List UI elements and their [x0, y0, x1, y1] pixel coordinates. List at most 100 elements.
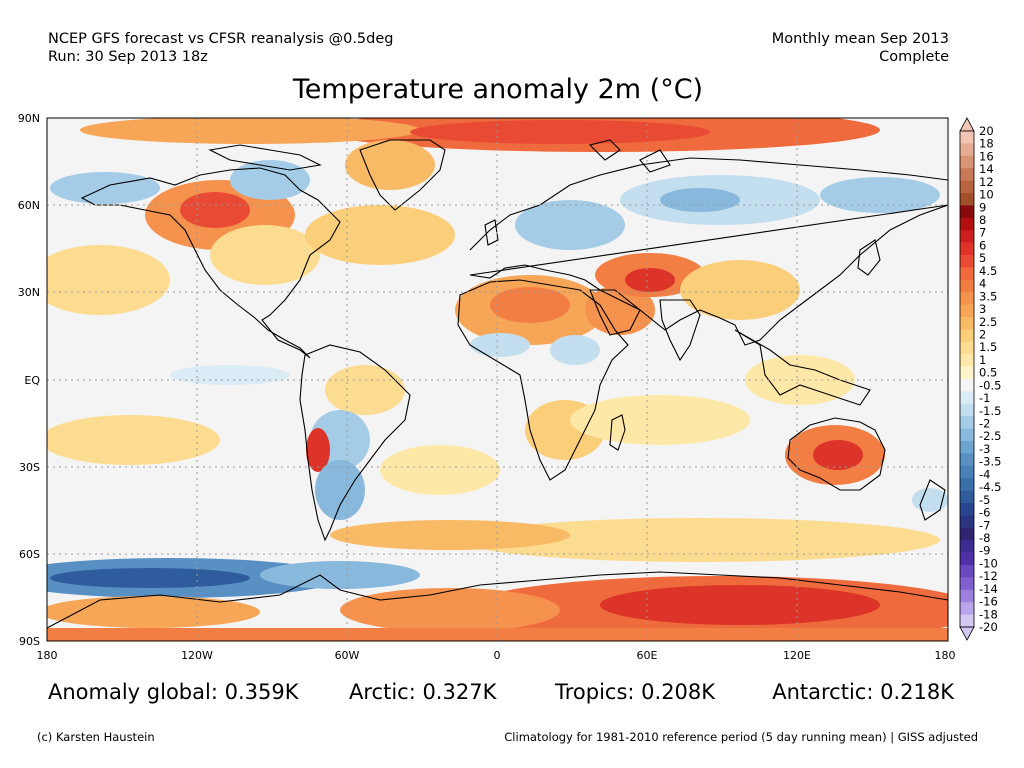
colorbar-swatch [960, 366, 974, 380]
coast-southeast-asia [734, 329, 871, 406]
anomaly-south-atlantic-warm-band [330, 520, 570, 550]
colorbar-swatch [960, 552, 974, 566]
coast-new-zealand [919, 479, 946, 521]
colorbar-swatch [960, 403, 974, 417]
coast-antarctica [47, 571, 948, 629]
colorbar-label: 20 [979, 124, 994, 138]
colorbar-label: 16 [979, 149, 994, 163]
colorbar-swatch [960, 230, 974, 243]
stat-tropics: Tropics: 0.208K [555, 680, 716, 704]
stat-arctic: Arctic: 0.327K [349, 680, 497, 704]
anomaly-westafrica-cold [470, 333, 530, 357]
colorbar-swatch [960, 503, 974, 516]
colorbar-swatch [960, 354, 974, 367]
colorbar-label: -10 [979, 556, 998, 570]
anomaly-canada-arctic-cold [230, 160, 310, 200]
colorbar-label: 8 [979, 213, 986, 227]
anomaly-natlantic-warm [305, 205, 455, 265]
lon-label-120e: 120E [783, 649, 811, 662]
colorbar-label: -3.5 [979, 455, 1001, 469]
colorbar-label: 2 [979, 327, 986, 341]
anomaly-arabia-warm [585, 285, 655, 335]
colorbar-label: -18 [979, 607, 998, 621]
colorbar-label: 12 [979, 175, 994, 189]
colorbar-swatch [960, 329, 974, 343]
coast-madagascar [609, 414, 626, 451]
lat-label-60n: 60N [18, 199, 40, 212]
colorbar-swatch [960, 540, 974, 553]
anomaly-sahara-hot [490, 287, 570, 323]
colorbar-swatch [960, 478, 974, 491]
colorbar-swatch [960, 602, 974, 615]
lon-label-60e: 60E [637, 649, 658, 662]
colorbar-swatch [960, 577, 974, 591]
anomaly-southern-pacific-cold-core [50, 568, 250, 588]
anomaly-centralasia-hot [625, 268, 675, 292]
anomaly-spacific-warm [47, 415, 220, 465]
lon-label-60w: 60W [335, 649, 360, 662]
colorbar-swatch [960, 255, 974, 268]
colorbar-swatch [960, 317, 974, 330]
map-frame [46, 117, 949, 642]
colorbar-label: -12 [979, 569, 998, 583]
colorbar-frame [959, 130, 975, 628]
colorbar-label: -14 [979, 582, 998, 596]
coast-india [659, 299, 701, 362]
colorbar-label: -20 [979, 620, 998, 634]
colorbar-label: 5 [979, 251, 986, 265]
anomaly-drake-cold [260, 561, 420, 589]
coast-south-america [299, 344, 411, 542]
anomaly-eafrica-cold [550, 335, 600, 365]
anomaly-canada-hot [180, 192, 250, 228]
coast-uk [484, 219, 499, 246]
colorbar-max-arrow [959, 117, 975, 132]
lat-axis: 90N 60N 30N EQ 30S 60S 90S [18, 112, 41, 648]
colorbar-swatch [960, 143, 974, 157]
coast-north-america [80, 167, 341, 359]
anomaly-china-warm [680, 260, 800, 320]
model-info-line1: NCEP GFS forecast vs CFSR reanalysis @0.… [48, 31, 394, 47]
anomaly-antarctica-warm-west [340, 588, 560, 632]
coast-canadian-archipelago [208, 144, 322, 171]
colorbar-swatch [960, 379, 974, 392]
colorbar-label: -2.5 [979, 429, 1001, 443]
anomaly-siberia-cold-core [660, 188, 740, 212]
colorbar-label: 4 [979, 277, 986, 291]
colorbar-min-arrow [959, 626, 975, 641]
coast-greenland [359, 139, 446, 211]
colorbar-swatch [960, 416, 974, 429]
anomaly-indian-ocean-warm [570, 395, 750, 445]
anomaly-westantarctica-warm [47, 596, 260, 628]
colorbar-swatch [960, 131, 974, 144]
colorbar-label: 9 [979, 200, 986, 214]
stat-global: Anomaly global: 0.359K [48, 680, 299, 704]
anomaly-arctic-warm-2 [80, 118, 420, 144]
colorbar-swatch [960, 205, 974, 219]
colorbar-swatch [960, 180, 974, 194]
coast-eurasia [469, 157, 948, 346]
colorbar-label: 3.5 [979, 289, 997, 303]
colorbar-swatch [960, 279, 974, 293]
colorbar-label: -1.5 [979, 404, 1001, 418]
colorbar-swatch [960, 490, 974, 504]
lon-axis: 180 120W 60W 0 60E 120E 180 [37, 649, 956, 662]
colorbar-swatch [960, 292, 974, 305]
anomaly-patagonia-cold [315, 460, 365, 520]
anomaly-npacific-warm [47, 245, 170, 315]
anomaly-arctic-core [410, 120, 710, 144]
colorbar-swatch [960, 193, 974, 206]
anomaly-southern-ocean-warm [460, 518, 940, 562]
colorbar-label: -2 [979, 417, 990, 431]
graticule [47, 118, 948, 641]
colorbar-label: -4.5 [979, 480, 1001, 494]
copyright-text: (c) Karsten Haustein [37, 730, 155, 744]
colorbar-label: 10 [979, 188, 994, 202]
colorbar-label: -4 [979, 467, 990, 481]
anomaly-europe-cold [515, 200, 625, 250]
colorbar-label: 1.5 [979, 340, 997, 354]
anomaly-antarctica-hot [600, 585, 880, 625]
colorbar-label: 0.5 [979, 366, 997, 380]
lat-label-30s: 30S [19, 461, 40, 474]
anomaly-andes-warm [306, 428, 330, 472]
